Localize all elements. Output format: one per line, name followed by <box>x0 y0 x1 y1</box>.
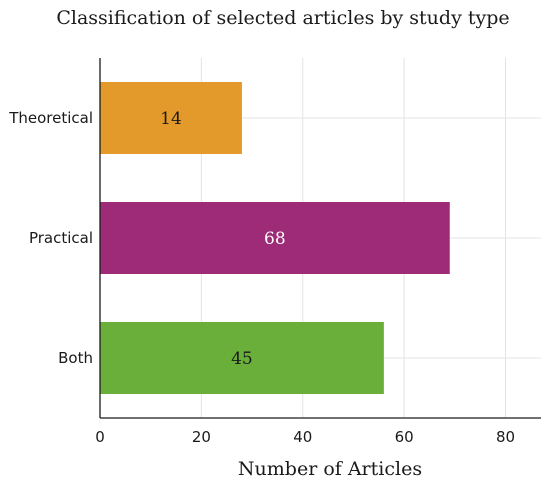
bars: 14 68 45 <box>100 82 450 394</box>
x-tick-label: 20 <box>192 428 211 446</box>
x-tick-label: 60 <box>395 428 414 446</box>
bar-value-label: 68 <box>264 229 286 249</box>
x-tick-label: 0 <box>95 428 105 446</box>
chart-title: Classification of selected articles by s… <box>56 7 509 29</box>
bar-value-label: 45 <box>231 349 253 369</box>
category-label: Both <box>58 349 93 367</box>
category-labels: Theoretical Practical Both <box>8 109 93 367</box>
x-tick-label: 80 <box>496 428 515 446</box>
bar-practical <box>100 202 450 274</box>
bar-value-label: 14 <box>160 109 182 129</box>
bar-both <box>100 322 384 394</box>
x-axis-label: Number of Articles <box>238 458 422 480</box>
axes <box>99 58 541 419</box>
x-tick-label: 40 <box>293 428 312 446</box>
category-label: Practical <box>29 229 93 247</box>
category-label: Theoretical <box>8 109 93 127</box>
bar-theoretical <box>100 82 242 154</box>
x-tick-labels: 0 20 40 60 80 <box>95 428 515 446</box>
